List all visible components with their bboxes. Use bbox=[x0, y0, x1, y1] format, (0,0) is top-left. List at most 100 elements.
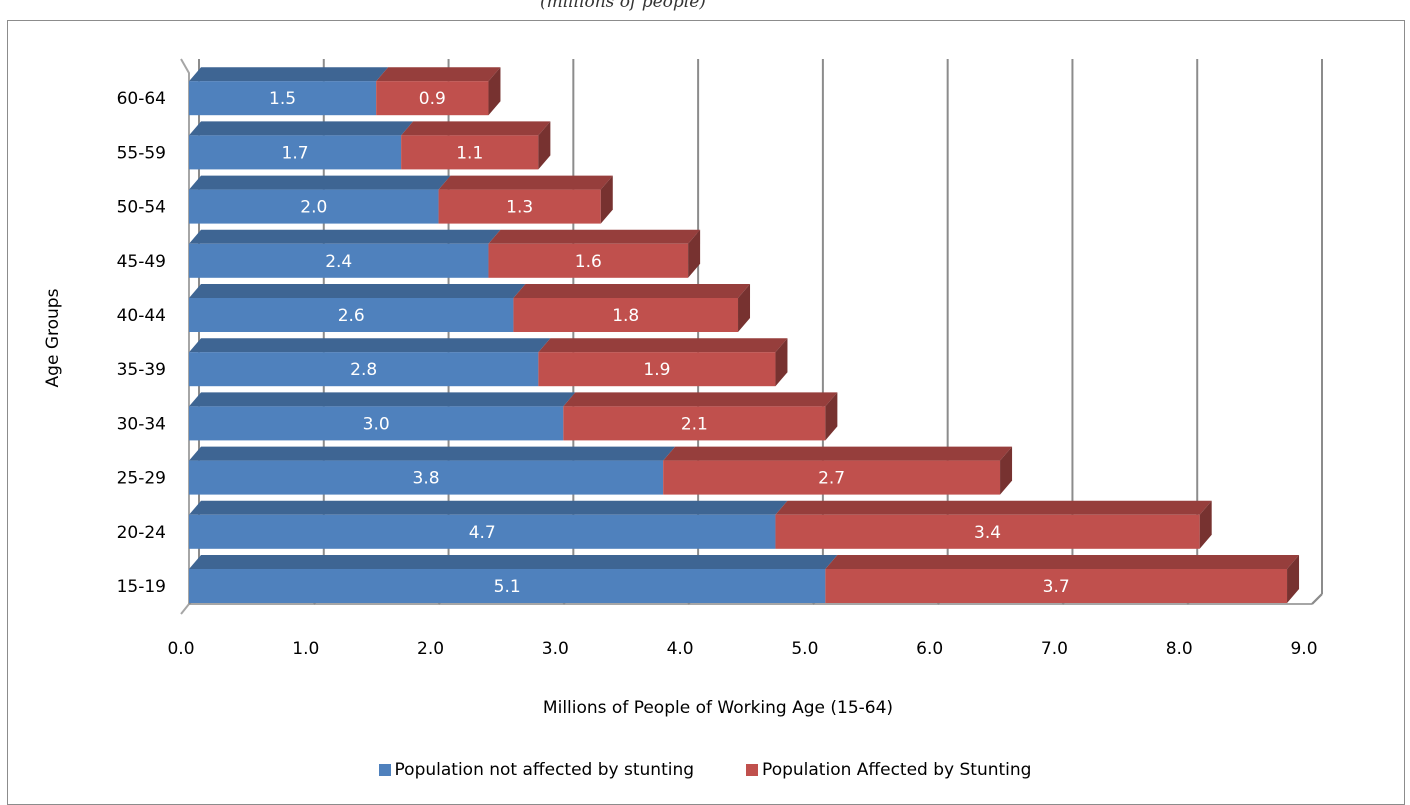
bar-segment bbox=[189, 81, 377, 116]
floor-left-edge bbox=[180, 603, 190, 615]
bar-value-label: 3.4 bbox=[974, 523, 1001, 543]
bar-segment bbox=[775, 514, 1200, 549]
chart-title-fragment: (millions of people) bbox=[540, 0, 706, 12]
y-tick-label: 25-29 bbox=[117, 469, 166, 489]
bar-top-face bbox=[775, 500, 1212, 515]
bar-value-label: 2.4 bbox=[325, 252, 352, 272]
bar-value-label: 5.1 bbox=[494, 577, 521, 597]
y-axis-ticks: 15-19 20-24 25-29 30-34 35-39 40-44 45-49 50-54… bbox=[117, 89, 166, 597]
bar-top-face bbox=[488, 229, 701, 244]
x-tick-label: 7.0 bbox=[1041, 639, 1068, 659]
legend-label-affected: Population Affected by Stunting bbox=[762, 760, 1032, 780]
bar-value-label: 1.1 bbox=[456, 143, 483, 163]
y-tick-label: 55-59 bbox=[117, 143, 166, 163]
bar-side-face bbox=[775, 338, 788, 387]
bar-segment bbox=[189, 352, 539, 387]
wall-helper-2 bbox=[177, 73, 189, 618]
bar-segment bbox=[189, 243, 489, 278]
y-tick-label: 45-49 bbox=[117, 252, 166, 272]
bar-side-face bbox=[488, 67, 501, 116]
bar-side-face bbox=[825, 392, 838, 441]
bar-side-face bbox=[688, 229, 701, 278]
legend-swatch-not-affected bbox=[378, 764, 391, 776]
legend-item-affected: Population Affected by Stunting bbox=[746, 760, 1031, 780]
bar-top-face bbox=[376, 67, 501, 82]
bar-segment bbox=[438, 189, 601, 224]
bar-top-face bbox=[189, 392, 576, 407]
bar-side-face bbox=[1287, 555, 1300, 603]
x-tick-label: 1.0 bbox=[292, 639, 319, 659]
bar-value-label: 2.8 bbox=[350, 360, 377, 380]
bar-side-face bbox=[600, 175, 613, 224]
bar-top-face bbox=[189, 284, 526, 298]
bar-top-face bbox=[825, 555, 1300, 569]
y-tick-label: 50-54 bbox=[117, 198, 166, 218]
bar-segment bbox=[189, 460, 664, 495]
bar-value-label: 4.7 bbox=[469, 523, 496, 543]
bar-value-label: 1.8 bbox=[612, 306, 639, 326]
y-tick-label: 15-19 bbox=[117, 577, 166, 597]
x-tick-label: 3.0 bbox=[542, 639, 569, 659]
legend-item-not-affected: Population not affected by stunting bbox=[378, 760, 695, 780]
legend-swatch-affected bbox=[746, 764, 759, 776]
x-tick-label: 0.0 bbox=[167, 639, 194, 659]
bar-segment bbox=[401, 135, 539, 170]
x-tick-label: 6.0 bbox=[916, 639, 943, 659]
bar-top-face bbox=[189, 500, 788, 515]
bar-segment bbox=[563, 406, 826, 441]
y-axis-title: Age Groups bbox=[43, 288, 63, 387]
bar-top-face bbox=[189, 338, 551, 353]
bar-top-face bbox=[538, 338, 788, 353]
bar-value-label: 2.0 bbox=[300, 198, 327, 218]
bar-segment bbox=[189, 406, 564, 441]
bar-value-label: 0.9 bbox=[419, 89, 446, 109]
bar-top-face bbox=[563, 392, 838, 407]
gridline-floor bbox=[1311, 593, 1323, 605]
bar-top-face bbox=[189, 121, 414, 136]
y-tick-label: 20-24 bbox=[117, 523, 166, 543]
bar-side-face bbox=[538, 121, 551, 170]
legend-label-not-affected: Population not affected by stunting bbox=[394, 760, 695, 780]
x-tick-label: 4.0 bbox=[667, 639, 694, 659]
bar-value-label: 1.7 bbox=[282, 143, 309, 163]
bar-segment bbox=[189, 298, 514, 332]
bar-segment bbox=[488, 243, 689, 278]
bar-side-face bbox=[738, 284, 751, 332]
x-tick-label: 5.0 bbox=[791, 639, 818, 659]
bar-top-face bbox=[189, 229, 501, 244]
bar-top-face bbox=[189, 175, 451, 190]
y-tick-label: 40-44 bbox=[117, 306, 166, 326]
bar-segment bbox=[538, 352, 776, 387]
bar-top-face bbox=[513, 284, 751, 298]
x-tick-label: 8.0 bbox=[1166, 639, 1193, 659]
x-axis-ticks: 0.0 1.0 2.0 3.0 4.0 5.0 6.0 7.0 8.0 9.0 bbox=[167, 639, 1317, 659]
left-wall bbox=[180, 58, 190, 604]
bar-value-label: 2.6 bbox=[338, 306, 365, 326]
bar-segment bbox=[189, 569, 826, 603]
bar-segment bbox=[189, 514, 776, 549]
bar-value-label: 2.7 bbox=[818, 469, 845, 489]
x-axis-title: Millions of People of Working Age (15-64… bbox=[543, 698, 893, 718]
bar-value-label: 3.7 bbox=[1043, 577, 1070, 597]
x-tick-label: 9.0 bbox=[1290, 639, 1317, 659]
bar-value-label: 1.5 bbox=[269, 89, 296, 109]
bar-top-face bbox=[189, 446, 676, 461]
bar-segment bbox=[825, 569, 1288, 603]
bar-side-face bbox=[1000, 446, 1013, 495]
bar-segment bbox=[189, 135, 402, 170]
bar-segment bbox=[189, 189, 439, 224]
bar-top-face bbox=[189, 67, 389, 82]
bar-top-face bbox=[189, 555, 838, 569]
bar-side-face bbox=[1199, 500, 1212, 549]
bar-value-label: 1.3 bbox=[506, 198, 533, 218]
bar-top-face bbox=[401, 121, 551, 136]
bar-segment bbox=[376, 81, 489, 116]
y-tick-label: 60-64 bbox=[117, 89, 166, 109]
bar-segment bbox=[513, 298, 739, 332]
bar-value-label: 3.0 bbox=[363, 414, 390, 434]
bars: 5.1 3.7 4.7 3.4 3.8 2.7 3.0 2.1 2.8 1.9 2.6 1.8 2.4 1… bbox=[189, 67, 1300, 603]
bar-value-label: 3.8 bbox=[413, 469, 440, 489]
bar-value-label: 2.1 bbox=[681, 414, 708, 434]
